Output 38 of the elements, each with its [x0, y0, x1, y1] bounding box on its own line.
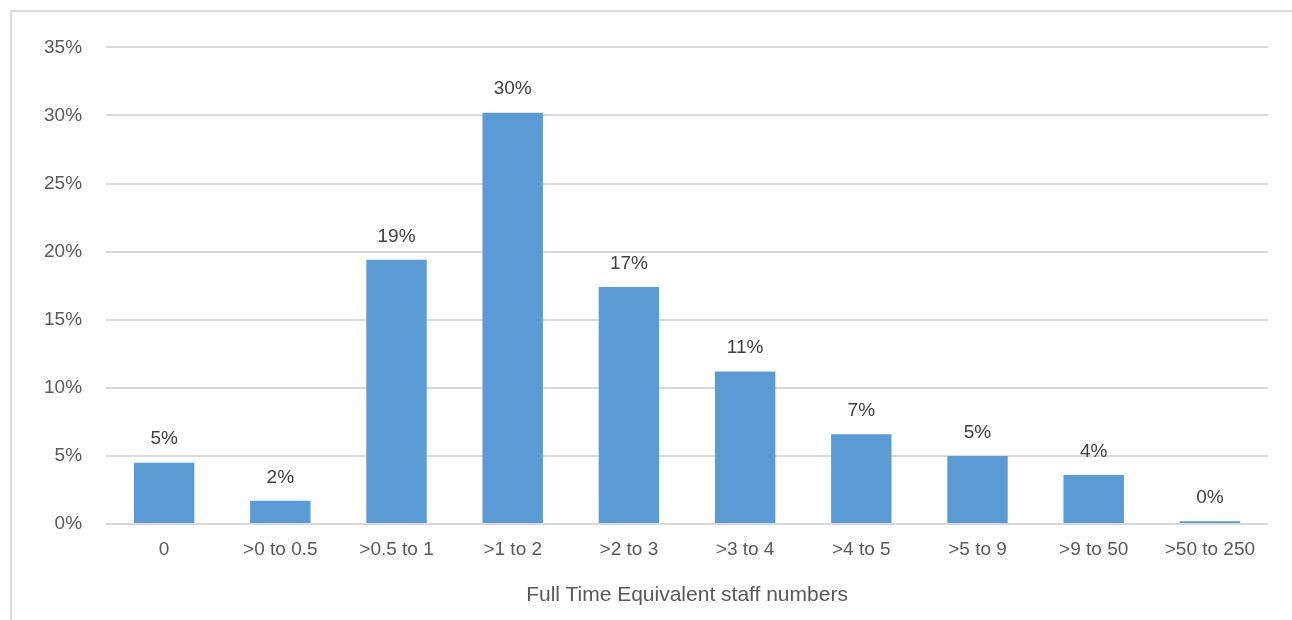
y-tick-label: 20%: [44, 239, 83, 261]
bar: [598, 287, 660, 523]
data-label: 2%: [266, 465, 295, 487]
bar: [831, 434, 892, 523]
bar: [1063, 474, 1124, 523]
data-label: 5%: [150, 427, 178, 449]
data-label: 30%: [493, 77, 532, 99]
data-label: 4%: [1079, 439, 1108, 461]
data-label: 17%: [609, 251, 649, 273]
bar: [366, 259, 427, 523]
x-tick-label: >1 to 2: [483, 537, 543, 559]
y-tick-label: 35%: [44, 35, 83, 57]
x-tick-label: >4 to 5: [831, 537, 891, 559]
bar: [250, 500, 311, 523]
data-label: 7%: [847, 398, 876, 420]
bar: [133, 462, 195, 523]
y-tick-label: 10%: [44, 376, 83, 398]
x-tick-label: >3 to 4: [715, 537, 775, 559]
data-label: 11%: [726, 336, 764, 358]
y-tick-label: 0%: [54, 512, 83, 534]
data-label: 0%: [1196, 486, 1224, 508]
bar: [947, 455, 1008, 523]
y-tick-label: 5%: [54, 444, 83, 466]
x-tick-label: >9 to 50: [1059, 537, 1129, 559]
x-tick-label: >2 to 3: [599, 537, 659, 559]
y-tick-label: 25%: [44, 171, 83, 193]
y-tick-label: 30%: [44, 103, 83, 125]
x-tick-label: >0 to 0.5: [243, 537, 318, 559]
bar: [482, 112, 543, 523]
x-axis-title: Full Time Equivalent staff numbers: [526, 582, 848, 606]
x-tick-label: >0.5 to 1: [359, 537, 434, 559]
data-label: 5%: [963, 420, 992, 442]
data-label: 19%: [377, 224, 416, 246]
x-tick-label: 0: [158, 537, 170, 559]
y-tick-label: 15%: [44, 307, 83, 329]
bar: [714, 371, 776, 523]
x-tick-label: >5 to 9: [948, 537, 1007, 559]
x-tick-label: >50 to 250: [1164, 537, 1256, 559]
